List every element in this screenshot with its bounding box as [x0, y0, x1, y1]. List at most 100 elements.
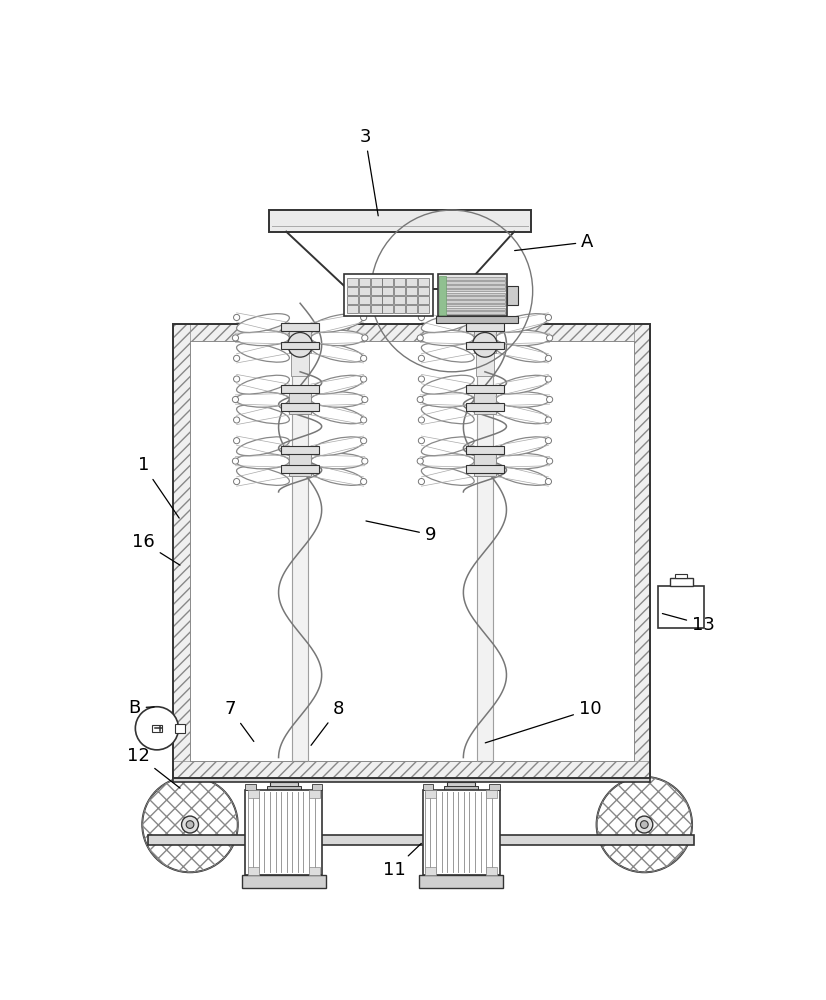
Bar	[634, 324, 651, 778]
Bar	[507, 286, 518, 305]
Bar	[440, 296, 505, 299]
Bar	[418, 296, 429, 304]
Circle shape	[547, 396, 553, 403]
Circle shape	[417, 335, 423, 341]
Circle shape	[232, 396, 239, 403]
Ellipse shape	[472, 333, 497, 357]
Bar	[474, 323, 496, 353]
Circle shape	[360, 438, 367, 444]
Bar	[248, 790, 259, 798]
Bar	[466, 446, 504, 454]
Bar	[281, 465, 320, 473]
Ellipse shape	[235, 453, 289, 469]
Bar	[347, 278, 358, 286]
Bar	[477, 341, 492, 761]
Bar	[173, 761, 651, 778]
Bar	[173, 324, 651, 341]
Text: 9: 9	[366, 521, 436, 544]
Bar	[281, 342, 320, 349]
Bar	[394, 296, 406, 304]
Text: 12: 12	[127, 747, 180, 788]
Ellipse shape	[421, 375, 474, 394]
Bar	[423, 790, 500, 875]
Bar	[311, 784, 322, 790]
Ellipse shape	[311, 314, 363, 332]
Bar	[241, 875, 326, 888]
Circle shape	[186, 821, 194, 828]
Bar	[466, 403, 504, 411]
Bar	[291, 343, 310, 376]
Circle shape	[418, 376, 425, 382]
Bar	[440, 311, 505, 314]
Bar	[148, 835, 695, 845]
Bar	[489, 784, 500, 790]
Bar	[358, 296, 370, 304]
Ellipse shape	[236, 467, 289, 485]
Bar	[347, 305, 358, 313]
Bar	[675, 574, 687, 578]
Text: 7: 7	[225, 700, 254, 741]
Bar	[440, 289, 505, 291]
Ellipse shape	[421, 467, 474, 485]
Bar	[423, 784, 434, 790]
Ellipse shape	[311, 392, 365, 407]
Bar	[289, 385, 311, 414]
Text: 16: 16	[132, 533, 180, 565]
Bar	[289, 446, 311, 476]
Circle shape	[545, 376, 552, 382]
Bar	[173, 324, 651, 778]
Ellipse shape	[496, 392, 549, 407]
Bar	[670, 578, 693, 586]
Bar	[190, 341, 634, 761]
Text: A: A	[515, 233, 594, 251]
Polygon shape	[287, 232, 514, 289]
Bar	[344, 274, 433, 316]
Bar	[406, 278, 417, 286]
Ellipse shape	[421, 314, 474, 332]
Bar	[658, 586, 705, 628]
Bar	[248, 867, 259, 875]
Circle shape	[418, 478, 425, 485]
Ellipse shape	[496, 375, 548, 394]
Ellipse shape	[311, 375, 363, 394]
Bar	[190, 341, 634, 761]
Ellipse shape	[287, 333, 312, 357]
Circle shape	[596, 777, 692, 872]
Circle shape	[636, 816, 653, 833]
Circle shape	[360, 376, 367, 382]
Bar	[175, 724, 185, 733]
Bar	[418, 287, 429, 295]
Bar	[466, 385, 504, 393]
Bar	[151, 725, 162, 732]
Bar	[440, 277, 505, 280]
Ellipse shape	[421, 405, 474, 424]
Circle shape	[547, 335, 553, 341]
Bar	[476, 343, 494, 376]
Bar	[289, 323, 311, 353]
Bar	[474, 385, 496, 414]
Ellipse shape	[496, 314, 548, 332]
Bar	[281, 403, 320, 411]
Ellipse shape	[235, 392, 289, 407]
Circle shape	[545, 314, 552, 321]
Bar	[438, 274, 507, 316]
Bar	[447, 782, 475, 787]
Bar	[382, 287, 393, 295]
Circle shape	[545, 417, 552, 423]
Bar	[173, 761, 651, 778]
Circle shape	[547, 458, 553, 464]
Circle shape	[360, 417, 367, 423]
Bar	[440, 281, 505, 284]
Text: 8: 8	[311, 700, 344, 745]
Bar	[440, 293, 505, 295]
Circle shape	[360, 314, 367, 321]
Ellipse shape	[496, 405, 548, 424]
Circle shape	[182, 816, 198, 833]
Ellipse shape	[236, 375, 289, 394]
Ellipse shape	[421, 343, 474, 362]
Ellipse shape	[496, 330, 549, 346]
Bar	[358, 287, 370, 295]
Ellipse shape	[311, 467, 363, 485]
Text: 11: 11	[382, 843, 421, 879]
Bar	[425, 867, 435, 875]
